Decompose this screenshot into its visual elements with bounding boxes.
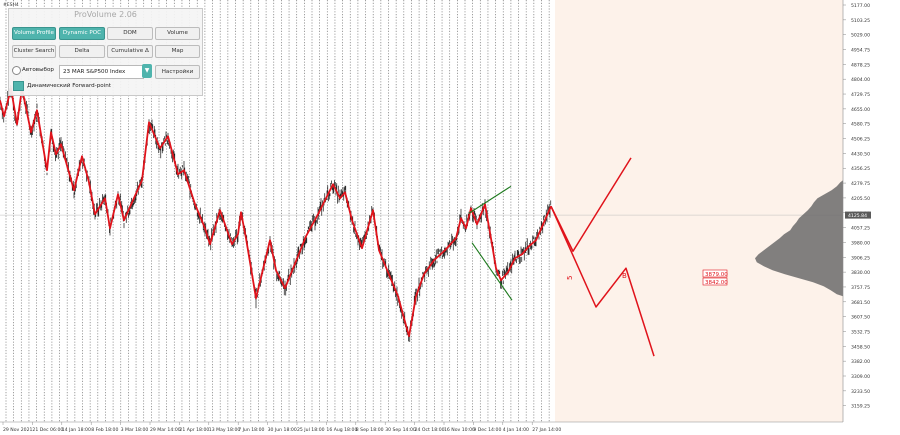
price-tick-label: 3830.00 bbox=[851, 270, 870, 276]
price-tick-label: 4057.25 bbox=[851, 226, 870, 232]
price-tick-label: 4878.25 bbox=[851, 62, 870, 68]
price-tick-label: 4506.25 bbox=[851, 137, 870, 143]
triangle-upper-line bbox=[468, 185, 512, 214]
time-tick-label: 13 May 18:00 bbox=[209, 427, 241, 433]
symbol-label: #ESH4 bbox=[3, 2, 19, 8]
auto-select-label: Автовыбор bbox=[22, 67, 54, 73]
time-tick-label: 29 Nov 2021 bbox=[3, 427, 32, 433]
price-tick-label: 4580.75 bbox=[851, 122, 870, 128]
current-price-badge bbox=[845, 211, 871, 219]
price-tick-label: 5177.00 bbox=[851, 3, 870, 9]
level-box-1 bbox=[702, 269, 728, 278]
volume-profile-shape bbox=[755, 180, 843, 297]
price-tick-label: 5029.00 bbox=[851, 33, 870, 39]
price-tick-label: 4430.50 bbox=[851, 151, 870, 157]
time-tick-label: 21 Dec 06:00 bbox=[32, 427, 63, 433]
auto-select-radio[interactable] bbox=[12, 66, 21, 75]
current-price-label: 4125.84 bbox=[848, 213, 867, 219]
forward-point-label: Динамический Forward-point bbox=[27, 83, 111, 89]
volume-profile-button[interactable]: Volume Profile bbox=[12, 27, 56, 40]
cumulative-delta-button[interactable]: Cumulative Δ bbox=[107, 45, 153, 58]
zigzag-line bbox=[0, 87, 552, 338]
provolume-panel: ProVolume 2.06 Volume Profile Dynamic PO… bbox=[8, 8, 203, 96]
map-button[interactable]: Map bbox=[155, 45, 200, 58]
time-tick-label: 7 Jun 18:00 bbox=[238, 427, 264, 433]
time-tick-label: 29 Mar 14:00 bbox=[150, 427, 181, 433]
price-tick-label: 4954.75 bbox=[851, 48, 870, 54]
triangle-pattern bbox=[468, 185, 513, 301]
time-tick-label: 25 Jul 18:00 bbox=[297, 427, 325, 433]
price-tick-label: 4655.00 bbox=[851, 107, 870, 113]
price-tick-label: 3458.50 bbox=[851, 344, 870, 350]
time-tick-label: 16 Nov 10:00 bbox=[444, 427, 475, 433]
time-tick-label: 24 Oct 18:00 bbox=[415, 427, 445, 433]
wave-label-b: B bbox=[622, 272, 627, 280]
price-tick-label: 4804.00 bbox=[851, 77, 870, 83]
time-tick-label: 14 Jan 18:00 bbox=[62, 427, 91, 433]
price-tick-label: 3159.25 bbox=[851, 404, 870, 410]
price-tick-label: 3980.00 bbox=[851, 240, 870, 246]
forecast-background bbox=[555, 0, 843, 422]
wave-zigzag bbox=[0, 87, 655, 357]
price-tick-label: 4279.75 bbox=[851, 181, 870, 187]
price-tick-label: 3906.25 bbox=[851, 255, 870, 261]
price-tick-label: 3681.50 bbox=[851, 300, 870, 306]
time-tick-label: 30 Sep 14:00 bbox=[385, 427, 416, 433]
cluster-search-button[interactable]: Cluster Search bbox=[12, 45, 56, 58]
time-tick-label: 16 Aug 18:00 bbox=[326, 427, 357, 433]
forward-point-toggle[interactable] bbox=[13, 81, 24, 91]
price-tick-label: 4729.75 bbox=[851, 92, 870, 98]
level-box-2 bbox=[702, 277, 728, 286]
settings-button[interactable]: Настройки bbox=[155, 65, 200, 79]
price-tick-label: 3233.50 bbox=[851, 389, 870, 395]
price-tick-label: 3382.00 bbox=[851, 359, 870, 365]
wave-label-5: 5 bbox=[566, 276, 574, 280]
chevron-down-icon[interactable]: ▼ bbox=[142, 64, 152, 78]
time-tick-label: 30 Jun 18:00 bbox=[268, 427, 297, 433]
volume-button[interactable]: Volume bbox=[155, 27, 200, 40]
price-tick-label: 3532.75 bbox=[851, 329, 870, 335]
volume-profile bbox=[755, 180, 843, 297]
time-tick-label: 9 Dec 14:00 bbox=[473, 427, 501, 433]
dynamic-poc-button[interactable]: Dynamic POC bbox=[59, 27, 105, 40]
projection-down-line bbox=[550, 205, 655, 357]
time-tick-label: 21 Apr 18:00 bbox=[179, 427, 209, 433]
time-tick-label: 8 Sep 18:00 bbox=[356, 427, 384, 433]
panel-title: ProVolume 2.06 bbox=[74, 10, 137, 19]
level-text-1: 3879.00 bbox=[705, 272, 728, 278]
price-tick-label: 3309.00 bbox=[851, 374, 870, 380]
forecast-zone bbox=[555, 0, 843, 422]
price-tick-label: 5103.25 bbox=[851, 18, 870, 24]
time-tick-label: 3 Mar 18:00 bbox=[121, 427, 149, 433]
wave-annotations: 5 B 3879.00 3842.00 bbox=[566, 269, 728, 286]
time-tick-label: 8 Feb 18:00 bbox=[91, 427, 118, 433]
price-axis[interactable]: 5177.00 5103.25 5029.00 4954.75 4878.25 4804.… bbox=[842, 0, 900, 435]
time-tick-label: 27 Jan 14:00 bbox=[532, 427, 561, 433]
level-text-2: 3842.00 bbox=[705, 280, 728, 286]
instrument-select[interactable]: 23 MAR S&P500 Index bbox=[59, 65, 144, 79]
price-tick-label: 4356.25 bbox=[851, 166, 870, 172]
price-tick-label: 3757.75 bbox=[851, 285, 870, 291]
triangle-lower-line bbox=[471, 242, 513, 301]
price-tick-label: 3607.50 bbox=[851, 315, 870, 321]
time-tick-label: 4 Jan 14:00 bbox=[503, 427, 529, 433]
delta-button[interactable]: Delta bbox=[59, 45, 105, 58]
dom-button[interactable]: DOM bbox=[107, 27, 153, 40]
price-tick-label: 4205.50 bbox=[851, 196, 870, 202]
